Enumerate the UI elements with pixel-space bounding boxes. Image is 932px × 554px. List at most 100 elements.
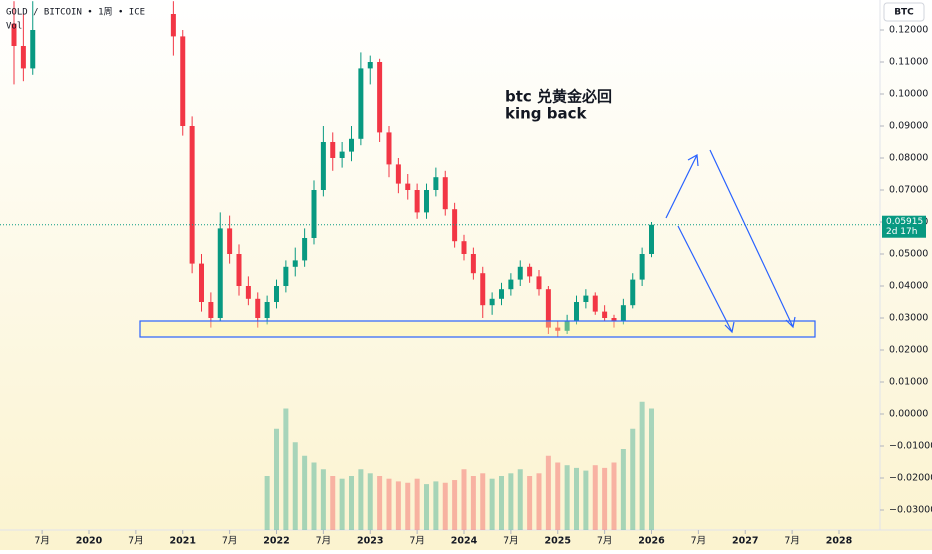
y-tick-label: 0.12000	[889, 25, 928, 36]
candle-body	[386, 132, 392, 165]
y-tick-label: −0.01000	[889, 441, 932, 452]
candle-body	[574, 302, 580, 322]
candle-body	[527, 266, 533, 277]
indicator-label: Vol	[6, 22, 22, 32]
volume-bar	[611, 462, 617, 530]
y-tick-label: 0.11000	[889, 57, 928, 68]
volume-bar	[461, 469, 467, 530]
last-price-box	[882, 215, 926, 238]
candle-body	[405, 183, 411, 190]
volume-bar	[499, 476, 505, 530]
volume-bar	[517, 469, 523, 530]
arrow-down	[709, 149, 796, 329]
volume-bar	[339, 478, 345, 530]
volume-bar	[433, 481, 439, 530]
candle-body	[583, 295, 589, 302]
volume-bar	[470, 476, 476, 530]
candle-body	[649, 224, 655, 254]
axes: 0.12000 0.11000 0.10000 0.09000 0.08000 0.070…	[34, 25, 932, 547]
volume-bar	[639, 401, 645, 530]
candle-body	[489, 298, 495, 306]
volume-bar	[649, 408, 655, 530]
y-tick-label: 0.05000	[889, 249, 928, 260]
candle-body	[367, 62, 373, 69]
volume-bar	[602, 467, 608, 530]
candle-body	[255, 298, 261, 318]
x-tick-label: 7月	[316, 536, 332, 547]
chart-title: GOLD / BITCOIN • 1周 • ICE	[6, 7, 145, 18]
candle-body	[564, 321, 570, 331]
symbol[interactable]: BTC	[894, 8, 914, 18]
volume-bar	[405, 482, 411, 530]
arrow-down	[677, 225, 735, 334]
candle-body	[264, 302, 270, 318]
volume-bar	[386, 478, 392, 530]
candle-body	[358, 68, 364, 139]
volume-bar	[302, 455, 308, 530]
candle-body	[20, 46, 26, 69]
x-tick-label: 7月	[409, 536, 425, 547]
candle-body	[273, 286, 279, 302]
candle-body	[330, 142, 336, 158]
candle-body	[545, 289, 551, 328]
y-tick-label: −0.02000	[889, 473, 932, 484]
volume-bar	[330, 476, 336, 530]
candle-body	[348, 138, 354, 152]
x-tick-label: 2021	[170, 536, 196, 547]
candle-body	[170, 14, 176, 37]
candle-body	[30, 30, 36, 69]
candle-body	[339, 151, 345, 158]
volume-bar	[395, 481, 401, 530]
x-tick-label: 7月	[128, 536, 144, 547]
candle-body	[180, 36, 186, 126]
candle-body	[592, 295, 598, 312]
volume-bar	[574, 467, 580, 530]
x-tick-label: 2025	[545, 536, 571, 547]
volume-bar	[452, 480, 458, 530]
y-tick-label: 0.02000	[889, 345, 928, 356]
volume-pane	[264, 401, 655, 530]
y-tick-label: 0.10000	[889, 89, 928, 100]
volume-bar	[264, 476, 270, 530]
x-tick-label: 2026	[638, 536, 665, 547]
volume-bar	[620, 449, 626, 530]
arrow-up	[665, 154, 699, 219]
candle-body	[630, 279, 636, 306]
volume-bar	[536, 473, 542, 530]
volume-bar	[630, 428, 636, 530]
candle-body	[311, 190, 317, 238]
x-tick-label: 2022	[263, 536, 289, 547]
candle-body	[433, 177, 439, 190]
candle-body	[461, 241, 467, 254]
y-tick-label: 0.08000	[889, 153, 928, 164]
volume-bar	[367, 473, 373, 530]
volume-bar	[273, 428, 279, 530]
y-tick-label: 0.03000	[889, 313, 928, 324]
volume-bar	[292, 442, 298, 530]
y-tick-label: 0.07000	[889, 185, 928, 196]
x-tick-label: 2028	[826, 536, 853, 547]
candle-body	[480, 273, 486, 306]
volume-bar	[358, 469, 364, 530]
x-tick-label: 2020	[76, 536, 103, 547]
x-tick-label: 7月	[691, 536, 707, 547]
x-tick-label: 7月	[784, 536, 800, 547]
volume-bar	[283, 408, 289, 530]
symbol-box[interactable]	[883, 2, 925, 22]
volume-bar	[480, 473, 486, 530]
y-tick-label: 0.00000	[889, 409, 928, 420]
volume-bar	[508, 473, 514, 530]
x-tick-label: 2024	[451, 536, 478, 547]
volume-bar	[442, 482, 448, 530]
last-price-label: 0.05915	[886, 217, 923, 227]
y-tick-label: 0.09000	[889, 121, 928, 132]
candle-body	[639, 254, 645, 280]
volume-bar	[377, 476, 383, 530]
candle-body	[320, 142, 326, 190]
candle-body	[245, 286, 251, 299]
volume-bar	[320, 469, 326, 530]
support-zone	[139, 320, 816, 338]
candle-body	[611, 318, 617, 322]
y-tick-label: 0.01000	[889, 377, 928, 388]
